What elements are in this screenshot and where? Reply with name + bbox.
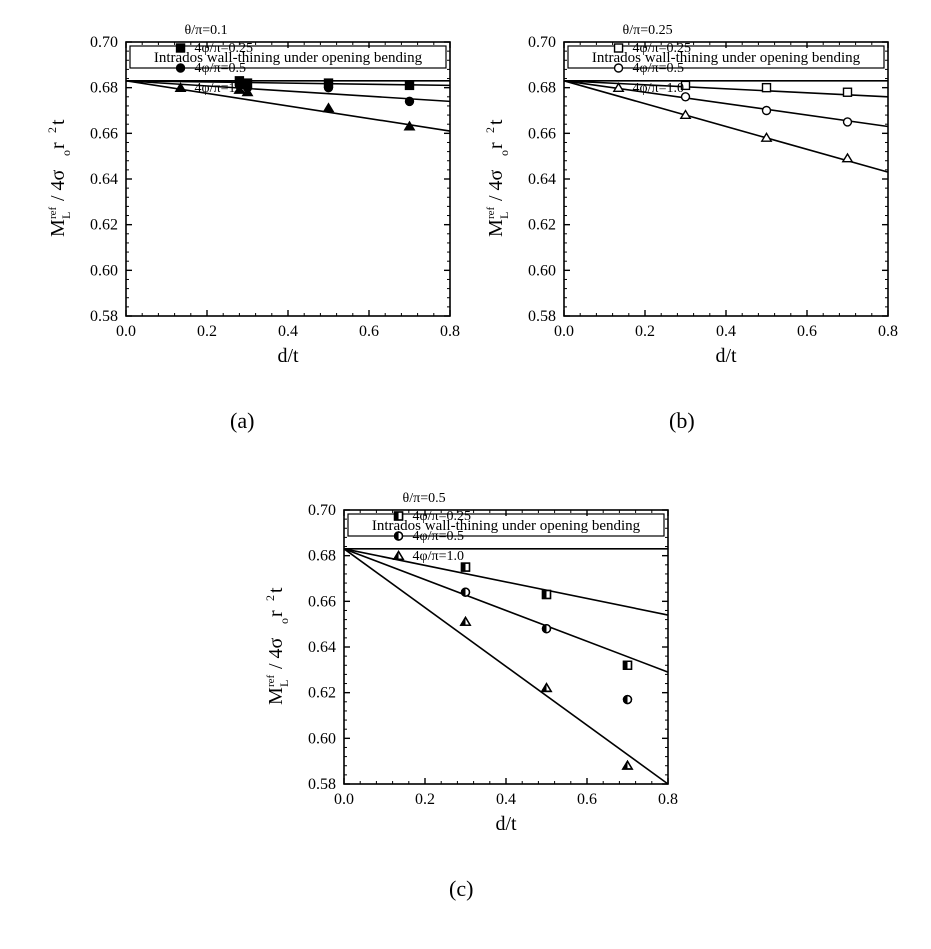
- svg-text:r: r: [265, 610, 287, 617]
- svg-text:0.70: 0.70: [308, 502, 336, 519]
- svg-text:0.68: 0.68: [90, 80, 118, 97]
- svg-text:4φ/π=1.0: 4φ/π=1.0: [633, 81, 684, 96]
- sublabel-c: (c): [449, 876, 473, 902]
- chart-panel-b: 0.0 0.2 0.4 0.6 0.8 0.58 0.60 0.62 0.64 0.66 0.68 0…: [478, 32, 898, 372]
- svg-text:o: o: [59, 150, 73, 156]
- svg-text:t: t: [485, 119, 507, 125]
- svg-text:L: L: [497, 212, 511, 219]
- svg-text:0.4: 0.4: [278, 323, 298, 340]
- svg-text:o: o: [277, 618, 291, 624]
- svg-text:0.2: 0.2: [635, 323, 655, 340]
- svg-text:t: t: [265, 587, 287, 593]
- svg-text:0.8: 0.8: [658, 791, 678, 808]
- svg-text:0.64: 0.64: [308, 639, 336, 656]
- svg-text:0.2: 0.2: [415, 791, 435, 808]
- svg-text:2: 2: [263, 595, 277, 601]
- svg-text:0.0: 0.0: [554, 323, 574, 340]
- svg-text:/ 4σ: / 4σ: [485, 169, 507, 201]
- svg-text:4φ/π=0.5: 4φ/π=0.5: [633, 61, 684, 76]
- svg-text:t: t: [47, 119, 69, 125]
- chart-panel-a: 0.0 0.2 0.4 0.6 0.8 0.58 0.60 0.62 0.64 0.66 0.68 0…: [40, 32, 460, 372]
- sublabel-a: (a): [230, 408, 254, 434]
- svg-text:4φ/π=0.25: 4φ/π=0.25: [413, 509, 471, 524]
- svg-text:θ/π=0.5: θ/π=0.5: [403, 491, 446, 506]
- svg-text:0.62: 0.62: [90, 217, 118, 234]
- svg-text:/ 4σ: / 4σ: [265, 637, 287, 669]
- svg-text:0.68: 0.68: [308, 548, 336, 565]
- svg-text:0.62: 0.62: [528, 217, 556, 234]
- svg-text:L: L: [277, 680, 291, 687]
- svg-text:0.66: 0.66: [528, 125, 556, 142]
- svg-text:0.64: 0.64: [528, 171, 556, 188]
- svg-text:0.68: 0.68: [528, 80, 556, 97]
- svg-text:0.66: 0.66: [308, 593, 336, 610]
- svg-text:4φ/π=0.5: 4φ/π=0.5: [195, 61, 246, 76]
- svg-text:4φ/π=0.5: 4φ/π=0.5: [413, 529, 464, 544]
- svg-text:0.6: 0.6: [577, 791, 597, 808]
- svg-text:r: r: [47, 142, 69, 149]
- svg-text:0.70: 0.70: [90, 34, 118, 51]
- svg-text:L: L: [59, 212, 73, 219]
- page: 0.00.20.40.60.80.580.600.620.640.660.680…: [0, 0, 931, 949]
- svg-text:0.62: 0.62: [308, 685, 336, 702]
- svg-text:d/t: d/t: [277, 345, 299, 367]
- svg-text:2: 2: [483, 127, 497, 133]
- svg-text:4φ/π=1.0: 4φ/π=1.0: [195, 81, 246, 96]
- svg-text:M: M: [485, 219, 507, 237]
- svg-text:4φ/π=0.25: 4φ/π=0.25: [633, 41, 691, 56]
- svg-text:0.64: 0.64: [90, 171, 118, 188]
- svg-text:M: M: [47, 219, 69, 237]
- svg-text:0.4: 0.4: [716, 323, 736, 340]
- svg-text:4φ/π=1.0: 4φ/π=1.0: [413, 549, 464, 564]
- svg-text:ref: ref: [265, 674, 277, 687]
- svg-text:0.8: 0.8: [440, 323, 460, 340]
- svg-text:θ/π=0.25: θ/π=0.25: [623, 23, 673, 38]
- svg-text:0.70: 0.70: [528, 34, 556, 51]
- svg-text:0.58: 0.58: [90, 308, 118, 325]
- svg-text:/ 4σ: / 4σ: [47, 169, 69, 201]
- svg-text:M: M: [265, 687, 287, 705]
- svg-text:0.60: 0.60: [308, 730, 336, 747]
- svg-text:0.60: 0.60: [90, 262, 118, 279]
- svg-text:2: 2: [45, 127, 59, 133]
- svg-text:θ/π=0.1: θ/π=0.1: [185, 23, 228, 38]
- svg-text:0.6: 0.6: [359, 323, 379, 340]
- svg-text:d/t: d/t: [715, 345, 737, 367]
- svg-text:0.4: 0.4: [496, 791, 516, 808]
- svg-text:0.8: 0.8: [878, 323, 898, 340]
- svg-text:0.6: 0.6: [797, 323, 817, 340]
- svg-text:0.58: 0.58: [528, 308, 556, 325]
- svg-text:ref: ref: [47, 206, 59, 219]
- svg-text:0.66: 0.66: [90, 125, 118, 142]
- svg-text:0.60: 0.60: [528, 262, 556, 279]
- svg-text:ref: ref: [485, 206, 497, 219]
- svg-text:0.58: 0.58: [308, 776, 336, 793]
- svg-text:r: r: [485, 142, 507, 149]
- sublabel-b: (b): [669, 408, 695, 434]
- chart-panel-c: 0.0 0.2 0.4 0.6 0.8 0.58 0.60 0.62 0.64 0.66 0.68 0…: [258, 500, 678, 840]
- svg-text:0.2: 0.2: [197, 323, 217, 340]
- svg-text:o: o: [497, 150, 511, 156]
- svg-text:d/t: d/t: [495, 813, 517, 835]
- svg-text:0.0: 0.0: [116, 323, 136, 340]
- svg-text:4φ/π=0.25: 4φ/π=0.25: [195, 41, 253, 56]
- svg-text:0.0: 0.0: [334, 791, 354, 808]
